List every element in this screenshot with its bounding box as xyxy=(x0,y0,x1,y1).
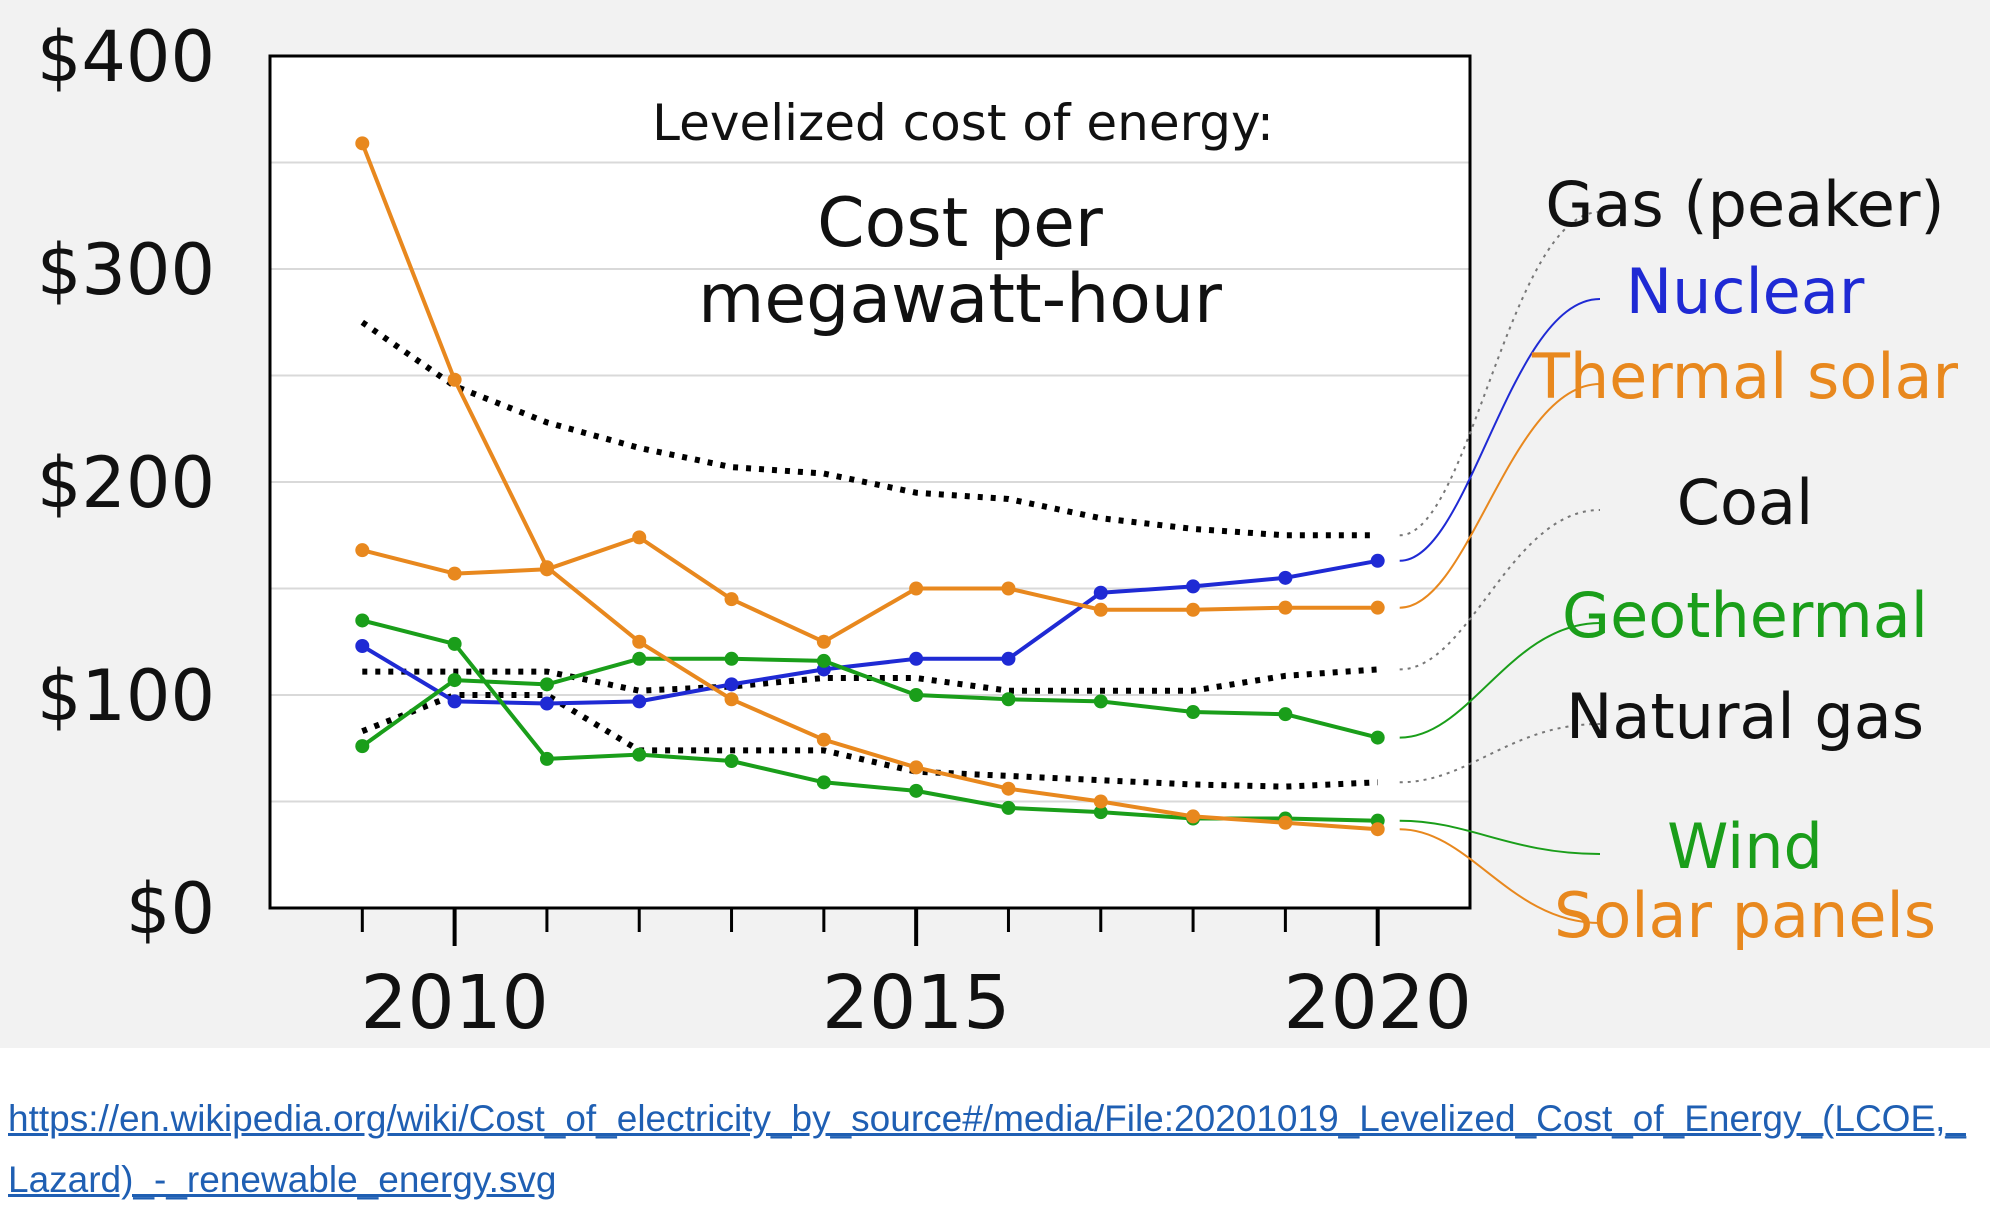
source-link[interactable]: https://en.wikipedia.org/wiki/Cost_of_el… xyxy=(8,1098,1966,1200)
legend-label-thermal-solar: Thermal solar xyxy=(1531,340,1958,413)
data-point-geothermal xyxy=(1278,707,1293,722)
y-tick-label: $0 xyxy=(126,868,215,950)
series-line-nuclear xyxy=(361,558,1379,706)
data-point-geothermal xyxy=(447,673,462,688)
data-point-solar-panels xyxy=(539,560,554,575)
data-point-thermal-solar xyxy=(632,530,647,545)
data-point-thermal-solar xyxy=(909,581,924,596)
legend-connector-nuclear xyxy=(1399,298,1601,562)
data-point-wind xyxy=(1093,805,1108,820)
series-line-natural-gas xyxy=(361,692,1378,790)
chart-subtitle-line-1: Cost per xyxy=(817,184,1103,263)
data-point-geothermal xyxy=(909,688,924,702)
data-point-wind xyxy=(724,754,739,769)
data-point-solar-panels xyxy=(632,634,647,649)
legend-label-coal: Coal xyxy=(1677,466,1813,539)
data-point-wind xyxy=(1001,800,1016,815)
y-tick-label: $200 xyxy=(37,442,215,524)
data-point-thermal-solar xyxy=(1370,600,1385,615)
data-point-geothermal xyxy=(1093,694,1108,709)
data-point-thermal-solar xyxy=(1093,602,1108,617)
legend-label-nuclear: Nuclear xyxy=(1626,255,1865,328)
data-point-nuclear xyxy=(724,677,739,692)
data-point-wind xyxy=(447,636,462,651)
data-point-geothermal xyxy=(632,651,647,666)
x-tick-label: 2015 xyxy=(822,960,1010,1046)
legend: Gas (peaker) Nuclear Thermal solar Coal Geot… xyxy=(1531,168,1958,952)
data-point-wind xyxy=(816,775,831,790)
data-point-thermal-solar xyxy=(724,592,739,607)
data-point-wind xyxy=(632,747,647,762)
legend-label-geothermal: Geothermal xyxy=(1562,579,1928,652)
data-point-nuclear xyxy=(355,639,370,654)
data-point-wind xyxy=(539,751,554,766)
legend-label-natural-gas: Natural gas xyxy=(1566,680,1924,753)
data-point-nuclear xyxy=(1001,651,1016,666)
data-point-solar-panels xyxy=(909,760,924,775)
data-point-wind xyxy=(909,783,924,798)
data-point-geothermal xyxy=(724,651,739,666)
data-point-geothermal xyxy=(539,677,554,692)
data-point-geothermal xyxy=(355,739,370,754)
data-point-nuclear xyxy=(909,651,924,666)
data-point-nuclear xyxy=(539,696,554,711)
data-point-geothermal xyxy=(816,653,831,668)
data-point-thermal-solar xyxy=(1186,602,1201,617)
data-point-thermal-solar xyxy=(1001,581,1016,596)
legend-connector-geothermal xyxy=(1399,622,1601,739)
data-point-solar-panels xyxy=(355,136,370,151)
data-point-solar-panels xyxy=(1278,815,1293,830)
chart-title: Levelized cost of energy: xyxy=(652,94,1274,152)
data-point-nuclear xyxy=(447,694,462,709)
data-point-geothermal xyxy=(1370,730,1385,745)
data-point-solar-panels xyxy=(816,732,831,747)
legend-label-gas-peaker: Gas (peaker) xyxy=(1545,168,1944,241)
data-point-nuclear xyxy=(1278,570,1293,585)
data-point-solar-panels xyxy=(1093,794,1108,809)
data-point-solar-panels xyxy=(724,692,739,707)
data-point-solar-panels xyxy=(1001,781,1016,796)
data-point-nuclear xyxy=(1093,585,1108,600)
chart-panel: $0 $100 $200 $300 $400 2010 2015 2020 Levelize… xyxy=(0,0,1990,1048)
data-point-geothermal xyxy=(1001,692,1016,707)
series-line-geothermal xyxy=(361,656,1379,748)
data-point-solar-panels xyxy=(1370,822,1385,837)
data-point-nuclear xyxy=(632,694,647,709)
data-point-thermal-solar xyxy=(816,634,831,649)
data-point-nuclear xyxy=(1370,553,1385,568)
x-tick-label: 2010 xyxy=(360,960,548,1046)
legend-connector-natural-gas xyxy=(1399,723,1601,784)
line-chart: $0 $100 $200 $300 $400 2010 2015 2020 Levelize… xyxy=(37,16,1959,1046)
legend-connector-solar-panels xyxy=(1399,828,1601,924)
plot-frame xyxy=(268,54,1472,910)
data-point-geothermal xyxy=(1186,705,1201,720)
series-line-thermal-solar xyxy=(361,535,1378,644)
y-axis: $0 $100 $200 $300 $400 xyxy=(37,16,215,950)
series-lines xyxy=(355,136,1385,837)
legend-connector-gas-peaker xyxy=(1399,211,1601,537)
data-point-solar-panels xyxy=(447,372,462,387)
y-tick-label: $300 xyxy=(37,229,215,311)
x-axis: 2010 2015 2020 xyxy=(360,908,1472,1046)
data-point-thermal-solar xyxy=(1278,600,1293,615)
legend-connector-wind xyxy=(1399,819,1601,855)
data-point-thermal-solar xyxy=(447,566,462,581)
data-point-nuclear xyxy=(1186,579,1201,594)
y-tick-label: $400 xyxy=(37,16,215,98)
series-line-solar-panels xyxy=(360,142,1378,832)
y-tick-label: $100 xyxy=(37,655,215,737)
data-point-wind xyxy=(355,613,370,628)
legend-connectors xyxy=(1399,211,1601,924)
data-point-solar-panels xyxy=(1186,809,1201,824)
x-tick-label: 2020 xyxy=(1284,960,1472,1046)
legend-label-solar-panels: Solar panels xyxy=(1554,879,1936,952)
gridlines xyxy=(270,56,1470,908)
data-point-thermal-solar xyxy=(355,543,370,558)
legend-connector-thermal-solar xyxy=(1399,383,1601,609)
chart-subtitle-line-2: megawatt-hour xyxy=(698,260,1222,339)
legend-label-wind: Wind xyxy=(1667,810,1823,883)
